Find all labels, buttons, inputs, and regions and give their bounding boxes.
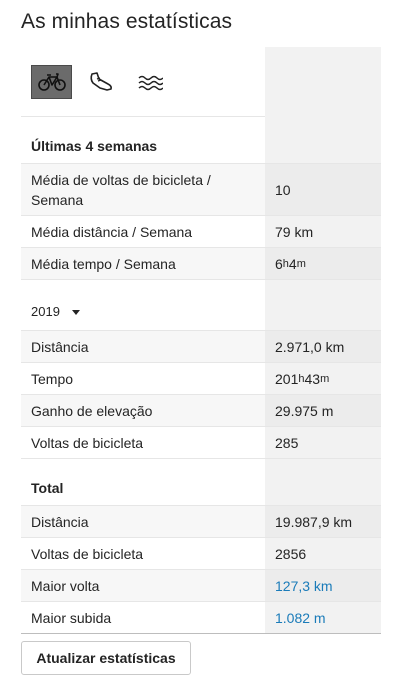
row-label: Ganho de elevação	[21, 395, 265, 426]
table-row: Voltas de bicicleta 2856	[21, 538, 381, 570]
table-row: Voltas de bicicleta 285	[21, 427, 381, 459]
hours-value: 201	[275, 370, 299, 387]
section-recent-heading: Últimas 4 semanas	[21, 117, 381, 164]
row-value: 201 h 43 m	[265, 363, 381, 394]
row-value: 2.971,0 km	[265, 331, 381, 362]
row-label: Voltas de bicicleta	[31, 545, 144, 562]
minutes-unit: m	[296, 257, 306, 270]
minutes-value: 4	[288, 255, 297, 272]
biggest-climb-link[interactable]: 1.082 m	[265, 602, 381, 633]
longest-ride-link[interactable]: 127,3 km	[265, 570, 381, 601]
tab-swimming[interactable]	[129, 65, 170, 99]
table-row: Média de voltas de bicicleta / Semana 10	[21, 164, 381, 216]
row-value: 29.975 m	[265, 395, 381, 426]
row-label: Tempo	[31, 370, 74, 387]
recent-heading: Últimas 4 semanas	[31, 138, 158, 154]
row-label: Distância	[21, 331, 265, 362]
chevron-down-icon	[71, 309, 80, 315]
tab-running[interactable]	[80, 65, 121, 99]
minutes-unit: m	[320, 372, 330, 385]
page-title: As minhas estatísticas	[21, 10, 233, 33]
year-value: 2019	[31, 304, 60, 319]
table-row: Maior subida 1.082 m	[21, 602, 381, 634]
table-row: Maior volta 127,3 km	[21, 570, 381, 602]
total-heading: Total	[31, 480, 64, 496]
row-label: Média distância / Semana	[31, 223, 193, 240]
row-value: 10	[265, 164, 381, 215]
table-row: Ganho de elevação 29.975 m	[21, 395, 381, 427]
row-value: 285	[265, 427, 381, 458]
year-selector-row: 2019	[21, 280, 381, 331]
row-label: Voltas de bicicleta	[31, 434, 144, 451]
section-total-heading: Total	[21, 459, 381, 506]
hours-unit: h	[282, 257, 289, 270]
row-value: 19.987,9 km	[265, 506, 381, 537]
table-row: Média distância / Semana 79 km	[21, 216, 381, 248]
minutes-value: 43	[304, 370, 321, 387]
hours-value: 6	[275, 255, 283, 272]
swimming-waves-icon	[137, 75, 163, 91]
row-label: Média tempo / Semana	[21, 248, 265, 279]
table-row: Tempo 201 h 43 m	[21, 363, 381, 395]
stats-table: Últimas 4 semanas Média de voltas de bic…	[21, 47, 381, 634]
row-label: Maior volta	[21, 570, 265, 601]
row-value: 79 km	[265, 216, 381, 247]
running-shoe-icon	[89, 72, 112, 91]
sport-tabs	[21, 47, 381, 117]
table-row: Distância 2.971,0 km	[21, 331, 381, 363]
year-dropdown[interactable]: 2019	[31, 302, 80, 322]
bicycle-icon	[37, 73, 66, 91]
row-label: Média de voltas de bicicleta / Semana	[21, 164, 265, 215]
row-label: Maior subida	[31, 609, 112, 626]
row-value: 2856	[265, 538, 381, 569]
tab-cycling[interactable]	[31, 65, 72, 99]
table-row: Distância 19.987,9 km	[21, 506, 381, 538]
update-stats-button[interactable]: Atualizar estatísticas	[21, 641, 191, 675]
row-label: Distância	[21, 506, 265, 537]
hours-unit: h	[298, 372, 305, 385]
